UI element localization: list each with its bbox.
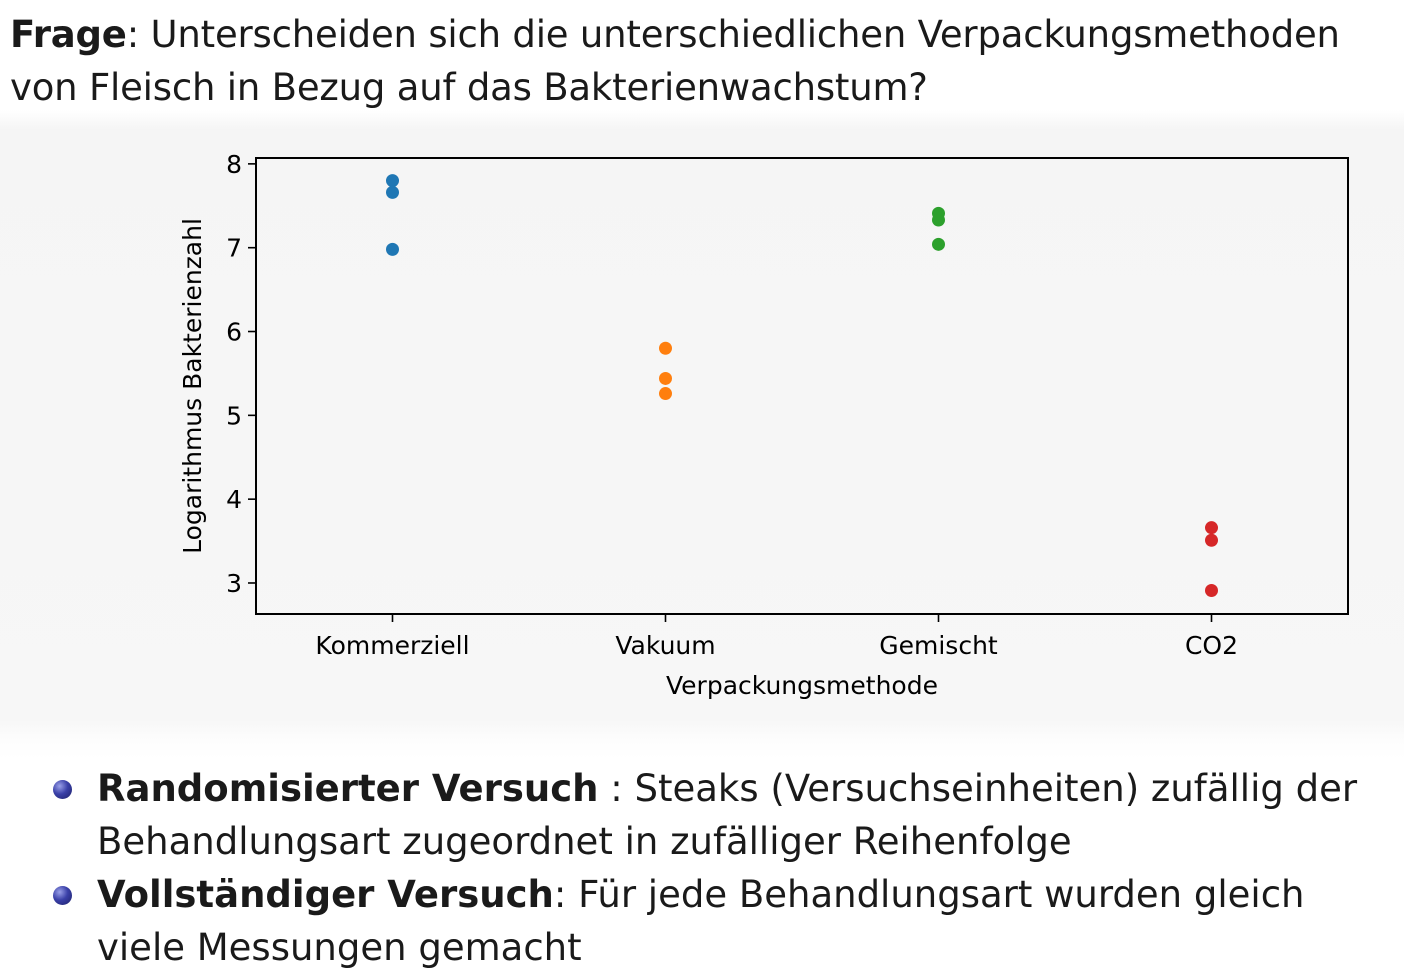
question-label: Frage (10, 13, 127, 56)
bullet-list: Randomisierter Versuch : Steaks (Versuch… (50, 762, 1395, 974)
data-point (1205, 533, 1218, 547)
data-point (932, 213, 945, 227)
data-point (1205, 521, 1218, 535)
question-text: : Unterscheiden sich die unterschiedlich… (10, 13, 1340, 109)
data-point (386, 174, 399, 188)
data-point (386, 242, 399, 256)
bullet-text: : Für jede Behandlungsart wurden gleich … (97, 873, 1305, 969)
bullet-text: : Steaks (Versuchseinheiten) zufällig de… (97, 767, 1358, 863)
bullet-dot-icon (53, 886, 72, 905)
y-tick-label: 8 (226, 150, 242, 179)
y-tick-label: 5 (226, 401, 242, 430)
chart: 3 4 5 6 7 8 Kommerziell Vakuum Gemischt CO2 Verpac… (170, 140, 1370, 710)
y-tick-label: 3 (226, 569, 242, 598)
y-axis-label: Logarithmus Bakterienzahl (178, 218, 207, 554)
y-tick-label: 6 (226, 318, 242, 347)
x-tick-label: Gemischt (879, 631, 998, 660)
bullet-item: Randomisierter Versuch : Steaks (Versuch… (50, 762, 1395, 868)
bullet-bold: Randomisierter Versuch (97, 767, 599, 810)
data-point (932, 237, 945, 251)
y-tick-label: 7 (226, 234, 242, 263)
bullet-dot-icon (53, 780, 72, 799)
x-tick-label: CO2 (1185, 631, 1238, 660)
plot-frame (255, 157, 1349, 615)
data-point (659, 387, 672, 401)
question: Frage: Unterscheiden sich die unterschie… (10, 8, 1400, 114)
x-tick-label: Vakuum (615, 631, 715, 660)
scatter-chart: 3 4 5 6 7 8 Kommerziell Vakuum Gemischt CO2 Verpac… (178, 150, 1349, 700)
y-tick-label: 4 (226, 485, 242, 514)
bullet-item: Vollständiger Versuch: Für jede Behandlu… (50, 868, 1395, 974)
x-axis-label: Verpackungsmethode (666, 671, 938, 700)
data-point (1205, 584, 1218, 598)
bullet-bold: Vollständiger Versuch (97, 873, 554, 916)
data-point (659, 371, 672, 385)
data-point (386, 185, 399, 199)
data-point (659, 341, 672, 355)
x-tick-label: Kommerziell (315, 631, 469, 660)
